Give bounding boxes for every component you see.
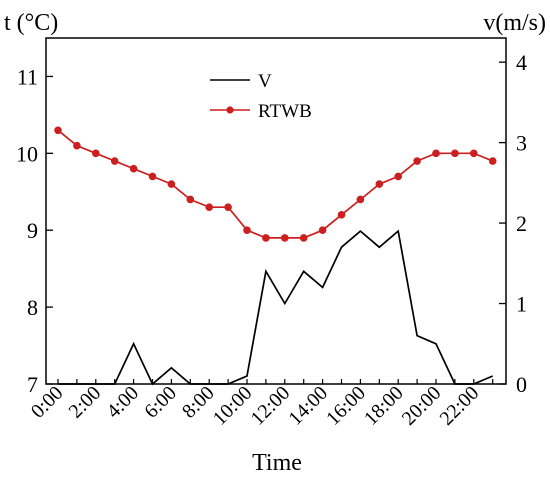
legend: V RTWB [210,71,312,122]
left-axis: 7 8 9 10 11 [16,64,53,397]
left-axis-title: t (°C) [4,10,58,36]
data-point-rtwb [394,172,403,181]
data-point-rtwb [110,157,119,165]
series-layer [54,126,497,386]
left-axis-tick-label: 8 [27,295,38,320]
data-point-rtwb [243,226,251,235]
data-point-rtwb [432,149,440,158]
data-point-rtwb [470,149,478,158]
data-point-rtwb [224,203,232,211]
x-axis-tick-label: 4:00 [102,382,143,423]
left-axis-tick-label: 9 [27,218,38,243]
data-point-rtwb [92,149,100,158]
data-point-rtwb [73,141,81,150]
x-axis-tick-label: 2:00 [65,382,106,423]
x-axis-tick-label: 10:00 [209,382,257,430]
data-point-rtwb [186,195,195,204]
data-point-rtwb [54,126,62,135]
series-line-rtwb [57,129,494,239]
right-axis-tick-label: 1 [516,292,527,317]
right-axis-tick-label: 4 [516,50,527,75]
right-axis-tick-label: 0 [516,372,527,397]
left-axis-tick-label: 11 [17,64,38,89]
data-point-rtwb [337,211,346,219]
x-axis-tick-label: 6:00 [140,382,181,423]
legend-marker-rtwb [226,106,234,114]
x-axis-tick-label: 20:00 [398,382,446,430]
left-axis-tick-label: 7 [27,372,38,397]
legend-label-rtwb: RTWB [258,101,312,122]
legend-label-v: V [258,71,272,92]
x-axis-tick-label: 16:00 [322,382,370,430]
series-line-v [58,229,494,386]
data-point-rtwb [318,226,327,235]
data-point-rtwb [262,234,270,242]
right-axis-tick-label: 2 [516,211,527,236]
data-point-rtwb [129,164,138,173]
data-point-rtwb [148,172,157,181]
x-axis-title: Time [252,450,302,476]
data-point-rtwb [281,234,289,242]
right-axis-tick-label: 3 [516,131,527,156]
data-point-rtwb [451,149,459,158]
data-point-rtwb [205,203,213,211]
data-point-rtwb [167,180,176,188]
data-point-rtwb [488,157,497,165]
data-point-rtwb [375,180,384,188]
left-axis-tick-label: 10 [16,141,38,166]
plot-frame [45,37,507,385]
right-axis: 0 1 2 3 4 [499,50,527,397]
x-axis-tick-label: 22:00 [436,382,484,430]
data-point-rtwb [413,157,421,165]
x-axis-tick-label: 12:00 [247,382,295,430]
x-axis: 0:002:004:006:008:0010:0012:0014:0016:00… [27,379,494,430]
data-point-rtwb [299,234,308,242]
x-axis-tick-label: 14:00 [284,382,332,430]
data-point-rtwb [356,195,365,204]
right-axis-title: v(m/s) [483,10,546,36]
x-axis-tick-label: 18:00 [360,382,408,430]
